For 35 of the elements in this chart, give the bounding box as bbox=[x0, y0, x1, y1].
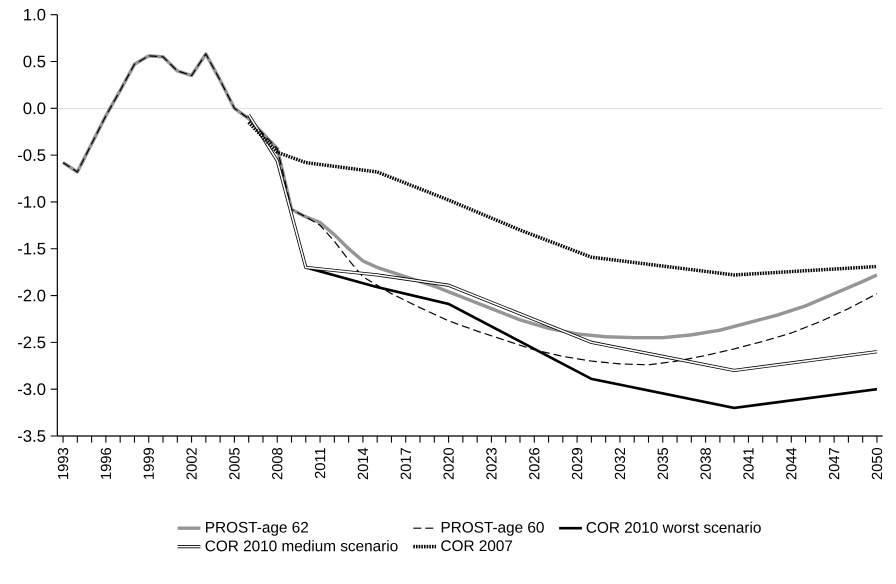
x-tick-label: 2038 bbox=[700, 448, 711, 480]
x-tick-label: 2020 bbox=[443, 448, 454, 480]
legend-label: COR 2010 medium scenario bbox=[206, 540, 398, 552]
x-tick-label: 2023 bbox=[486, 448, 497, 480]
x-tick-label: 2008 bbox=[272, 448, 282, 480]
y-tick-label: 0.0 bbox=[23, 102, 46, 114]
x-tick-label: 1993 bbox=[58, 448, 68, 479]
x-tick-label: 2026 bbox=[529, 448, 540, 480]
x-tick-label: 2002 bbox=[186, 448, 197, 480]
x-tick-label: 2050 bbox=[872, 448, 882, 480]
x-tick-label: 2005 bbox=[229, 448, 240, 480]
y-tick-label: -3.0 bbox=[18, 383, 46, 396]
x-tick-label: 2047 bbox=[828, 448, 840, 480]
x-tick-label: 2032 bbox=[614, 448, 626, 480]
y-tick-label: -0.5 bbox=[18, 149, 46, 162]
x-tick-label: 2041 bbox=[743, 448, 754, 480]
y-tick-label: -1.0 bbox=[18, 196, 46, 208]
y-tick-label: 0.5 bbox=[23, 56, 46, 68]
x-tick-label: 2017 bbox=[400, 448, 411, 480]
x-tick-label: 2014 bbox=[358, 448, 368, 480]
x-tick-label: 2035 bbox=[658, 448, 668, 480]
y-tick-label: -3.5 bbox=[18, 430, 46, 442]
y-tick-label: -2.5 bbox=[18, 336, 46, 348]
x-tick-label: 2011 bbox=[314, 448, 326, 478]
legend-label: PROST-age 60 bbox=[442, 522, 544, 536]
legend-label: PROST-age 62 bbox=[206, 522, 308, 536]
x-tick-label: 2029 bbox=[572, 448, 582, 480]
x-tick-label: 1999 bbox=[144, 448, 154, 479]
y-tick-label: 1.0 bbox=[24, 8, 46, 21]
y-tick-label: -1.5 bbox=[18, 242, 46, 255]
legend-label: COR 2010 worst scenario bbox=[586, 522, 761, 533]
x-tick-label: 1996 bbox=[100, 448, 112, 479]
legend-label: COR 2007 bbox=[441, 540, 512, 552]
y-tick-label: -2.0 bbox=[18, 290, 46, 302]
x-tick-label: 2044 bbox=[786, 448, 796, 480]
